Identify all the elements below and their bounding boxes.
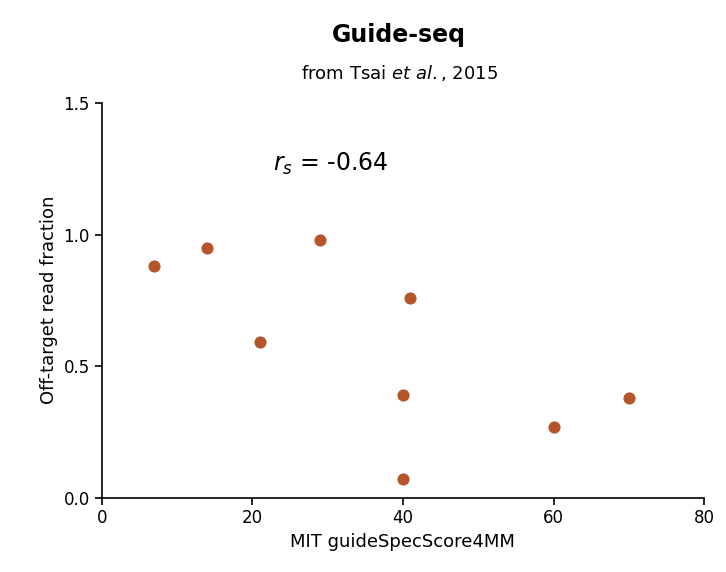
Point (397, 391, 409, 400)
Point (397, 475, 409, 484)
Point (254, 338, 266, 347)
Point (623, 393, 635, 402)
Text: $r_s$ = -0.64: $r_s$ = -0.64 (273, 150, 388, 177)
Text: Guide-seq: Guide-seq (333, 23, 466, 47)
Point (314, 235, 326, 244)
Point (201, 243, 213, 252)
Point (404, 293, 416, 302)
X-axis label: MIT guideSpecScore4MM: MIT guideSpecScore4MM (290, 533, 515, 551)
Point (149, 261, 160, 271)
Point (548, 422, 560, 431)
Text: from Tsai $\mathit{et\ al.}$, 2015: from Tsai $\mathit{et\ al.}$, 2015 (301, 63, 498, 83)
Y-axis label: Off-target read fraction: Off-target read fraction (40, 196, 58, 404)
